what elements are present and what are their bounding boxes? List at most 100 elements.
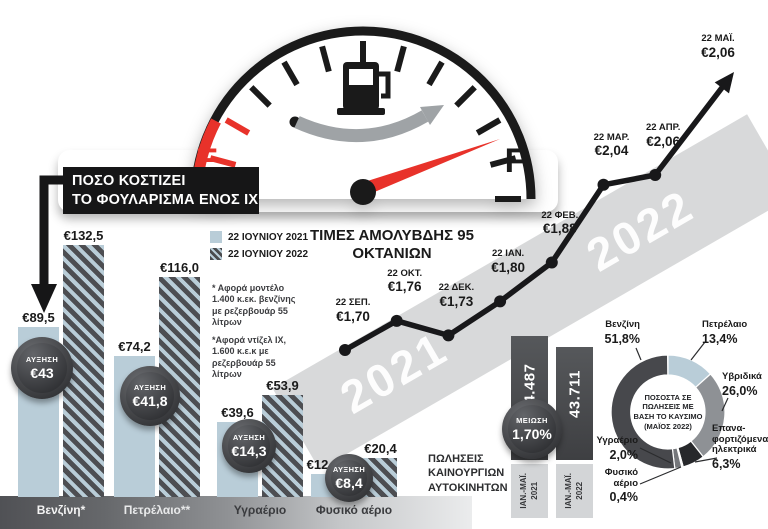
legend-label-2021: 22 ΙΟΥΝΙΟΥ 2021 (228, 231, 309, 243)
legend: 22 ΙΟΥΝΙΟΥ 2021 22 ΙΟΥΝΙΟΥ 2022 (210, 231, 308, 260)
gauge-tick (426, 60, 445, 87)
category-label-3: Φυσικό αέριο (315, 503, 393, 517)
price-label-date: 22 ΟΚΤ. (387, 267, 423, 279)
increase-badge-2: ΑΥΞΗΣΗ €14,3 (222, 419, 276, 473)
gauge-tick (224, 117, 251, 136)
price-label-1: 22 ΟΚΤ. €1,76 (375, 267, 435, 295)
donut-label-0: Πετρέλαιο 13,4% (702, 319, 764, 346)
gauge-full-label: F (505, 142, 526, 180)
price-label-value: €2,06 (701, 44, 735, 60)
price-label-date: 22 ΜΑΪ. (701, 33, 735, 44)
bar-2021-2 (217, 421, 258, 497)
bar-value-2021-1: €74,2 (118, 339, 151, 355)
donut-label-pct: 2,0% (609, 447, 639, 462)
donut-leader-3 (639, 466, 682, 485)
price-label-value: €2,04 (594, 143, 629, 159)
donut-label-pct: 26,0% (722, 383, 758, 398)
gauge-tick (281, 60, 300, 87)
donut-slice-3 (676, 446, 684, 469)
price-label-date: 22 ΣΕΠ. (335, 297, 371, 308)
donut-label-name: Πετρέλαιο (702, 319, 748, 330)
donut-leader-5 (635, 347, 642, 361)
bar-value-2022-1: €116,0 (159, 259, 200, 275)
line-chart-title: ΤΙΜΕΣ ΑΜΟΛΥΒΔΗΣ 95 ΟΚΤΑΝΙΩΝ (310, 227, 474, 262)
increase-badge-label: ΑΥΞΗΣΗ (133, 383, 167, 392)
donut-label-1: Υβριδικά 26,0% (722, 371, 768, 398)
donut-label-name: Υβριδικά (722, 371, 762, 382)
watermark-2021: 2021 (331, 321, 457, 424)
price-label-date: 22 ΜΑΡ. (593, 131, 630, 143)
donut-label-pct: 6,3% (712, 456, 741, 471)
legend-swatch-2022 (210, 248, 222, 260)
sales-bar-period-text: ΙΑΝ.-ΜΑΪ. 2021 (518, 473, 539, 509)
category-label-2: Υγραέριο (233, 503, 287, 517)
category-label-1: Πετρέλαιο** (123, 503, 191, 517)
legend-item-2022: 22 ΙΟΥΝΙΟΥ 2022 (210, 248, 308, 260)
gauge-tick (249, 85, 272, 108)
increase-badge-label: ΑΥΞΗΣΗ (332, 465, 366, 474)
headline-line1: ΠΟΣΟ ΚΟΣΤΙΖΕΙ (72, 173, 186, 189)
increase-badge-label: ΑΥΞΗΣΗ (232, 433, 266, 442)
sales-bar-period-0: ΙΑΝ.-ΜΑΪ. 2021 (511, 464, 548, 518)
increase-badge-value: €8,4 (335, 475, 363, 491)
sales-bar-period-text: ΙΑΝ.-ΜΑΪ. 2022 (563, 473, 584, 509)
price-label-value: €2,06 (646, 133, 681, 149)
donut-leader-4 (639, 447, 672, 464)
decrease-badge-label: ΜΕΙΩΣΗ (516, 416, 548, 425)
increase-badge-value: €14,3 (231, 443, 267, 459)
donut-label-pct: 0,4% (609, 490, 639, 505)
gauge-tick (209, 155, 237, 168)
watermark-2022: 2022 (577, 179, 703, 282)
headline-box: ΠΟΣΟ ΚΟΣΤΙΖΕΙ ΤΟ ΦΟΥΛΑΡΙΣΜΑ ΕΝΟΣ ΙΧ (63, 167, 259, 214)
bar-2021-1 (114, 356, 155, 497)
legend-swatch-2021 (210, 231, 222, 243)
category-label-0: Βενζίνη* (36, 503, 86, 517)
bar-2021-3 (311, 474, 352, 497)
footnotes: * Αφορά μοντέλο 1.400 κ.εκ. βενζίνης με … (212, 283, 306, 380)
donut-label-name: Επανα-φορτιζόμενα ηλεκτρικά (712, 423, 768, 456)
donut-label-pct: 51,8% (604, 331, 640, 346)
price-label-value: €1,70 (336, 308, 370, 324)
increase-badge-value: €43 (30, 365, 54, 381)
increase-badge-value: €41,8 (132, 393, 168, 409)
donut-label-pct: 13,4% (702, 331, 738, 346)
bar-2022-1 (159, 276, 200, 497)
donut-center-title: ΠΟΣΟΣΤΑ ΣΕ ΠΩΛΗΣΕΙΣ ΜΕ ΒΑΣΗ ΤΟ ΚΑΥΣΙΜΟ (… (633, 392, 703, 431)
legend-item-2021: 22 ΙΟΥΝΙΟΥ 2021 (210, 231, 308, 243)
decrease-badge-value: 1,70% (512, 426, 552, 442)
price-label-0: 22 ΣΕΠ. €1,70 (323, 297, 383, 324)
down-arrow-icon (31, 175, 64, 313)
donut-leader-1 (721, 397, 729, 412)
footnote-diesel: *Αφορά ντίζελ ΙΧ, 1.600 κ.ε.κ με ρεζερβο… (212, 335, 286, 379)
sales-chart-title: ΠΩΛΗΣΕΙΣ ΚΑΙΝΟΥΡΓΙΩΝ ΑΥΤΟΚΙΝΗΤΩΝ (428, 453, 508, 494)
price-point-5 (597, 178, 610, 191)
price-label-value: €1,76 (387, 279, 422, 295)
bar-value-2021-2: €39,6 (221, 404, 254, 420)
increase-badge-0: ΑΥΞΗΣΗ €43 (11, 337, 73, 399)
price-label-6: 22 ΑΠΡ. €2,06 (633, 122, 693, 149)
bar-2022-3 (356, 458, 397, 497)
price-label-7: 22 ΜΑΪ. €2,06 (688, 33, 748, 60)
donut-leader-0 (690, 341, 706, 361)
price-line-arrowhead (714, 72, 734, 94)
donut-label-5: Βενζίνη 51,8% (582, 319, 640, 346)
increase-badge-1: ΑΥΞΗΣΗ €41,8 (120, 366, 180, 426)
sales-bar-value: 43.711 (566, 370, 583, 419)
donut-slice-2 (677, 440, 705, 468)
donut-slice-4 (671, 447, 683, 470)
donut-label-name: Βενζίνη (605, 319, 640, 330)
sales-bar-1: 43.711 (556, 347, 593, 460)
sales-bar-period-1: ΙΑΝ.-ΜΑΪ. 2022 (556, 464, 593, 518)
sales-bar-value: 44.487 (521, 363, 538, 413)
footnote-petrol: * Αφορά μοντέλο 1.400 κ.εκ. βενζίνης με … (212, 283, 296, 327)
gauge-tick (319, 45, 332, 73)
donut-label-2: Επανα-φορτιζόμενα ηλεκτρικά 6,3% (712, 423, 768, 471)
gauge-tick (394, 45, 407, 73)
bar-2021-0 (18, 326, 59, 497)
legend-label-2022: 22 ΙΟΥΝΙΟΥ 2022 (228, 248, 309, 260)
bar-chart-baseline-band: Βενζίνη* Πετρέλαιο** Υγραέριο Φυσικό αέριο (0, 496, 472, 529)
headline-line2: ΤΟ ΦΟΥΛΑΡΙΣΜΑ ΕΝΟΣ ΙΧ (72, 192, 259, 209)
donut-leader-2 (694, 457, 718, 463)
donut-label-3: Φυσικό αέριο 0,4% (594, 467, 639, 505)
